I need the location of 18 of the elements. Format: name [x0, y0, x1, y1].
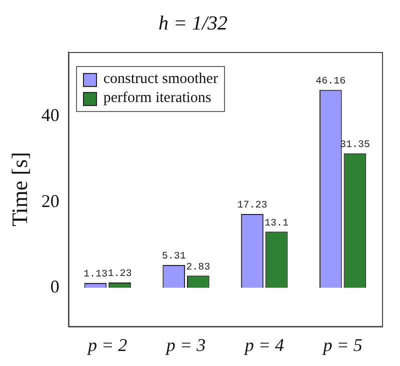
y-tick-label: 40 [41, 105, 60, 126]
data-label: 5.31 [162, 252, 186, 263]
data-label: 2.83 [186, 262, 210, 274]
data-label: 1.23 [108, 269, 132, 280]
chart-title: h = 1/32 [158, 12, 228, 34]
x-tick-label: p = 4 [242, 334, 284, 355]
legend-label: construct smoother [103, 70, 218, 89]
x-tick-label: p = 2 [86, 334, 128, 355]
data-label: 13.1 [264, 218, 289, 230]
data-label: 1.13 [83, 270, 108, 281]
y-tick-label: 20 [41, 190, 60, 211]
data-label: 17.23 [237, 200, 268, 212]
y-axis-title: Time [s] [6, 152, 32, 226]
y-tick-label: 0 [50, 276, 60, 297]
x-tick-label: p = 5 [321, 334, 362, 355]
x-tick-label: p = 3 [164, 334, 206, 355]
data-label: 46.16 [316, 76, 346, 88]
legend-label: perform iterations [103, 89, 212, 108]
